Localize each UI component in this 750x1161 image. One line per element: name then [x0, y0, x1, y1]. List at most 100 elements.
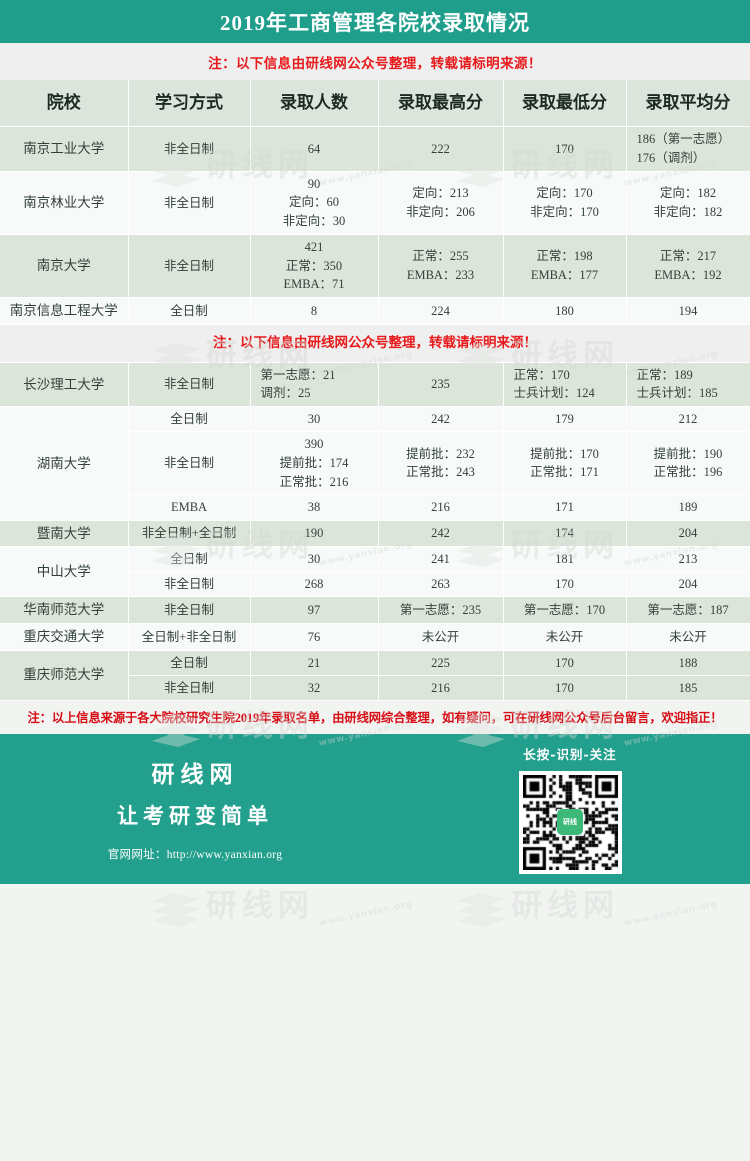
cell-school: 暨南大学: [0, 520, 129, 548]
cell-admitted-count: 38: [250, 494, 379, 521]
cell-average-score: 204: [626, 520, 750, 548]
cell-highest-score: 定向：213 非定向：206: [378, 171, 504, 235]
cell-average-score: 未公开: [626, 623, 750, 651]
footer: 研线网 让考研变简单 官网网址：http://www.yanxian.org 长…: [0, 733, 750, 884]
page-title: 2019年工商管理各院校录取情况: [0, 0, 750, 43]
cell-average-score: 213: [626, 546, 750, 573]
cell-highest-score: 235: [378, 362, 504, 408]
cell-admitted-count: 30: [250, 546, 379, 573]
table-body: 南京工业大学 非全日制 64 222 170 186（第一志愿） 176（调剂） 南京林业大学…: [0, 126, 750, 701]
cell-average-score: 提前批：190 正常批：196: [626, 431, 750, 496]
cell-admitted-count: 第一志愿：21 调剂：25: [250, 362, 379, 408]
cell-study-mode: 非全日制+全日制: [128, 520, 251, 548]
qr-code[interactable]: 研线: [518, 770, 622, 874]
table-row: 长沙理工大学 非全日制 第一志愿：21 调剂：25 235 正常：170 士兵计划：124 正…: [0, 362, 750, 408]
cell-study-mode: 非全日制: [128, 234, 251, 299]
cell-lowest-score: 174: [503, 520, 627, 548]
column-header-school: 院校: [0, 80, 129, 127]
cell-lowest-score: 170: [503, 126, 627, 172]
column-header-avg: 录取平均分: [626, 80, 750, 127]
cell-lowest-score: 正常：198 EMBA：177: [503, 234, 627, 299]
cell-lowest-score: 170: [503, 650, 627, 676]
cell-lowest-score: 正常：170 士兵计划：124: [503, 362, 627, 408]
cell-highest-score: 未公开: [378, 623, 504, 651]
cell-admitted-count: 97: [250, 596, 379, 624]
cell-school: 中山大学: [0, 546, 129, 598]
cell-admitted-count: 64: [250, 126, 379, 172]
cell-average-score: 186（第一志愿） 176（调剂）: [626, 126, 750, 172]
cell-lowest-score: 提前批：170 正常批：171: [503, 431, 627, 496]
bottom-note-text: 注：以上信息来源于各大院校研究生院2019年录取名单，由研线网综合整理，如有疑问…: [27, 711, 723, 726]
cell-school: 重庆师范大学: [0, 650, 129, 701]
cell-highest-score: 第一志愿：235: [378, 596, 504, 624]
cell-admitted-count: 32: [250, 675, 379, 701]
page-title-text: 2019年工商管理各院校录取情况: [220, 10, 530, 35]
table-row: 南京工业大学 非全日制 64 222 170 186（第一志愿） 176（调剂）: [0, 126, 750, 172]
cell-admitted-count: 390 提前批：174 正常批：216: [250, 431, 379, 496]
notice-top: 注：以下信息由研线网公众号整理，转载请标明来源！: [0, 43, 750, 80]
cell-study-mode: 全日制: [128, 650, 251, 676]
footer-site-url: 官网网址：http://www.yanxian.org: [107, 849, 283, 862]
watermark: 研线网 www.yanxian.org: [455, 880, 719, 933]
table-row: 非全日制 390 提前批：174 正常批：216 提前批：232 正常批：243 提前批：1…: [0, 431, 750, 496]
cell-study-mode: 非全日制: [128, 431, 251, 496]
table-row: 中山大学 全日制 30 241 181 213: [0, 546, 750, 598]
notice-top-text: 注：以下信息由研线网公众号整理，转载请标明来源！: [208, 55, 542, 71]
cell-study-mode: 全日制: [128, 546, 251, 573]
table-row: 重庆师范大学 全日制 21 225 170 188: [0, 650, 750, 701]
cell-average-score: 185: [626, 675, 750, 701]
cell-study-mode: EMBA: [128, 494, 251, 521]
cell-highest-score: 242: [378, 406, 504, 433]
cell-highest-score: 224: [378, 297, 504, 325]
bottom-note: 注：以上信息来源于各大院校研究生院2019年录取名单，由研线网综合整理，如有疑问…: [0, 700, 750, 734]
cell-highest-score: 225: [378, 650, 504, 676]
cell-admitted-count: 21: [250, 650, 379, 676]
cell-study-mode: 非全日制: [128, 362, 251, 408]
footer-slogan: 让考研变简单: [117, 804, 273, 829]
notice-mid-row: 注：以下信息由研线网公众号整理，转载请标明来源！: [0, 324, 750, 363]
table-row: 南京大学 非全日制 421 正常：350 EMBA：71 正常：255 EMBA：233 正常…: [0, 234, 750, 299]
table-row: 南京林业大学 非全日制 90 定向：60 非定向：30 定向：213 非定向：206 定向：1…: [0, 171, 750, 235]
cell-school: 长沙理工大学: [0, 362, 129, 408]
cell-school: 南京林业大学: [0, 171, 129, 235]
watermark-url: www.yanxian.org: [623, 899, 719, 929]
table-header-row: 院校 学习方式 录取人数 录取最高分 录取最低分 录取平均分: [0, 80, 750, 127]
cell-school: 华南师范大学: [0, 596, 129, 624]
cell-study-mode: 非全日制: [128, 571, 251, 598]
table-row: EMBA 38 216 171 189: [0, 494, 750, 521]
notice-mid-text: 注：以下信息由研线网公众号整理，转载请标明来源！: [0, 324, 750, 363]
cell-average-score: 189: [626, 494, 750, 521]
cell-lowest-score: 181: [503, 546, 627, 573]
footer-brand: 研线网: [151, 762, 239, 789]
cell-highest-score: 216: [378, 494, 504, 521]
cell-highest-score: 216: [378, 675, 504, 701]
cell-lowest-score: 第一志愿：170: [503, 596, 627, 624]
watermark-url: www.yanxian.org: [318, 899, 414, 929]
cell-lowest-score: 未公开: [503, 623, 627, 651]
cell-lowest-score: 179: [503, 406, 627, 433]
watermark: 研线网 www.yanxian.org: [150, 880, 414, 933]
table-row: 华南师范大学 非全日制 97 第一志愿：235 第一志愿：170 第一志愿：187: [0, 596, 750, 624]
cell-admitted-count: 8: [250, 297, 379, 325]
column-header-high: 录取最高分: [378, 80, 504, 127]
column-header-low: 录取最低分: [503, 80, 627, 127]
footer-brand-block: 研线网 让考研变简单 官网网址：http://www.yanxian.org: [0, 734, 390, 884]
watermark-text: 研线网: [511, 888, 619, 924]
cell-school: 南京信息工程大学: [0, 297, 129, 325]
cell-highest-score: 242: [378, 520, 504, 548]
cell-average-score: 188: [626, 650, 750, 676]
table-row: 暨南大学 非全日制+全日制 190 242 174 204: [0, 520, 750, 548]
cell-school: 南京工业大学: [0, 126, 129, 172]
watermark-book-icon: [455, 891, 507, 933]
cell-highest-score: 241: [378, 546, 504, 573]
cell-study-mode: 非全日制: [128, 675, 251, 701]
cell-average-score: 204: [626, 571, 750, 598]
cell-study-mode: 全日制+非全日制: [128, 623, 251, 651]
cell-average-score: 正常：189 士兵计划：185: [626, 362, 750, 408]
cell-lowest-score: 171: [503, 494, 627, 521]
cell-study-mode: 非全日制: [128, 596, 251, 624]
cell-school: 湖南大学: [0, 406, 129, 521]
cell-school: 重庆交通大学: [0, 623, 129, 651]
cell-study-mode: 非全日制: [128, 171, 251, 235]
